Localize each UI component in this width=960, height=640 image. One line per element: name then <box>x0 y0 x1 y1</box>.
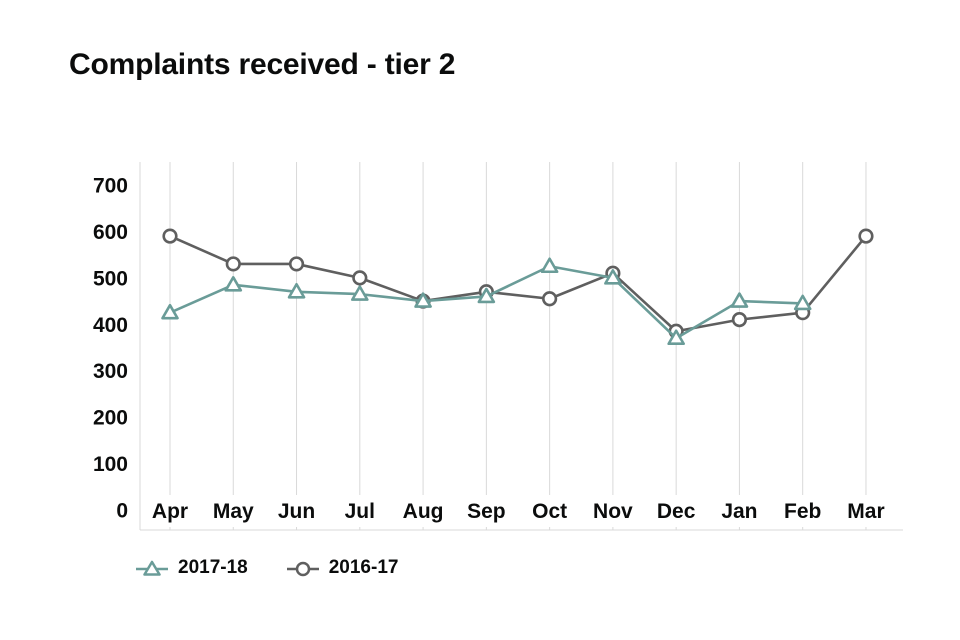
data-point-2016-17 <box>731 312 748 328</box>
x-tick-label: May <box>213 500 254 523</box>
chart-title: Complaints received - tier 2 <box>69 48 456 81</box>
circle-series-marker-icon <box>286 561 319 577</box>
legend-item-2017-18: 2017-18 <box>135 557 248 579</box>
y-tick-label: 500 <box>93 267 128 290</box>
y-tick-label: 300 <box>93 360 128 383</box>
data-point-2017-18 <box>287 282 306 299</box>
data-point-2016-17 <box>162 228 178 244</box>
data-point-2016-17 <box>542 291 558 307</box>
y-tick-label: 0 <box>116 500 128 523</box>
legend-label-2016-17: 2016-17 <box>328 557 399 578</box>
y-tick-label: 100 <box>93 453 128 476</box>
data-point-2016-17 <box>858 228 874 244</box>
data-point-2017-18 <box>414 292 432 308</box>
y-tick-label: 400 <box>93 314 128 337</box>
data-point-2017-18 <box>604 269 622 285</box>
data-point-2017-18 <box>351 285 369 301</box>
x-tick-label: Nov <box>593 500 633 523</box>
x-tick-label: Dec <box>657 500 696 523</box>
data-point-2017-18 <box>793 294 812 311</box>
y-tick-label: 700 <box>93 175 128 198</box>
data-point-2016-17 <box>352 270 368 286</box>
triangle-series-marker-icon <box>136 560 168 576</box>
series-line-2016-17 <box>169 234 867 333</box>
legend-label-2017-18: 2017-18 <box>178 557 248 578</box>
y-tick-label: 600 <box>93 221 128 244</box>
x-label-band <box>142 495 903 527</box>
x-tick-label: Jul <box>345 500 375 523</box>
y-tick-label: 200 <box>93 407 128 430</box>
x-tick-label: Jun <box>278 500 315 523</box>
x-tick-label: Mar <box>847 500 884 523</box>
x-tick-label: Jan <box>721 500 757 523</box>
data-point-2017-18 <box>667 329 685 346</box>
chart-legend: 2017-18 2016-17 <box>135 557 398 579</box>
data-point-2017-18 <box>224 276 243 292</box>
data-point-2017-18 <box>730 292 749 308</box>
x-tick-label: Apr <box>152 500 188 523</box>
x-tick-label: Oct <box>532 500 567 523</box>
data-point-2016-17 <box>225 256 241 272</box>
legend-item-2016-17: 2016-17 <box>286 557 399 579</box>
data-point-2017-18 <box>477 287 496 304</box>
data-point-2016-17 <box>288 256 305 272</box>
data-point-2017-18 <box>540 257 559 274</box>
x-tick-label: Aug <box>403 500 444 523</box>
x-tick-label: Feb <box>784 500 821 523</box>
data-point-2017-18 <box>161 303 179 320</box>
x-tick-label: Sep <box>467 500 506 523</box>
